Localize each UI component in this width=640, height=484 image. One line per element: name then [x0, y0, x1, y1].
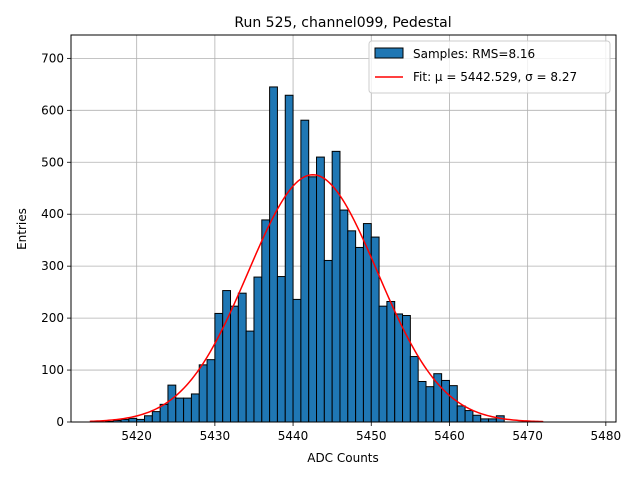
- y-axis-label: Entries: [15, 208, 29, 250]
- chart-title: Run 525, channel099, Pedestal: [234, 15, 451, 31]
- histogram-bar: [386, 300, 396, 423]
- histogram-bar: [222, 290, 232, 423]
- y-tick-label: 0: [56, 415, 64, 429]
- histogram-bar: [355, 246, 364, 423]
- x-axis-label: ADC Counts: [307, 451, 379, 465]
- x-tick-label: 5480: [591, 429, 622, 443]
- y-tick-label: 400: [41, 207, 64, 221]
- histogram-bar: [394, 313, 404, 423]
- histogram-bar: [230, 305, 239, 423]
- legend-box: [368, 40, 611, 94]
- histogram-bar: [441, 379, 450, 423]
- histogram-bar: [151, 411, 161, 423]
- y-tick-label: 300: [41, 259, 64, 273]
- histogram-bar: [464, 410, 474, 423]
- histogram-bar: [284, 94, 294, 423]
- legend-histogram-swatch: [374, 47, 404, 59]
- histogram-bar: [245, 330, 255, 423]
- y-tick-label: 500: [41, 155, 64, 169]
- histogram-bar: [378, 305, 388, 423]
- histogram-bar: [276, 276, 286, 423]
- histogram-bar: [128, 417, 138, 423]
- x-tick-label: 5420: [121, 429, 152, 443]
- histogram-bar: [316, 156, 325, 423]
- y-tick-label: 700: [41, 51, 64, 65]
- y-tick-label: 200: [41, 311, 64, 325]
- y-tick-label: 100: [41, 363, 64, 377]
- histogram-bar: [300, 119, 310, 423]
- histogram-bar: [198, 364, 208, 423]
- plot-frame: [70, 34, 617, 423]
- legend-fit-label: Fit: μ = 5442.529, σ = 8.27: [413, 70, 577, 84]
- histogram-bar: [409, 356, 419, 423]
- histogram-bar: [167, 384, 177, 423]
- x-tick-label: 5440: [278, 429, 309, 443]
- histogram-bar: [237, 292, 247, 423]
- histogram-bar: [472, 414, 482, 423]
- histogram-bar: [425, 386, 435, 423]
- histogram-bar: [159, 403, 169, 423]
- histogram-bar: [456, 405, 466, 423]
- fit-curve: [89, 173, 544, 423]
- histogram-bar: [417, 380, 427, 423]
- histogram-bar: [339, 209, 349, 423]
- x-tick-label: 5460: [434, 429, 465, 443]
- histogram-bar: [144, 415, 153, 423]
- histogram-bar: [190, 393, 200, 423]
- histogram-bar: [323, 259, 333, 423]
- histogram-bar: [308, 176, 318, 423]
- y-ticks: 0 100 200 300 400 500 600 700: [41, 51, 71, 429]
- legend: Samples: RMS=8.16 Fit: μ = 5442.529, σ =…: [368, 40, 611, 94]
- histogram-bar: [253, 276, 263, 423]
- histogram-bar: [331, 150, 341, 423]
- x-tick-label: 5430: [200, 429, 231, 443]
- x-ticks: 5420 5430 5440 5450 5460 5470 5480: [121, 422, 621, 443]
- histogram-bar: [261, 219, 271, 423]
- x-tick-label: 5450: [356, 429, 387, 443]
- histogram-bar: [183, 397, 192, 423]
- y-tick-label: 600: [41, 103, 64, 117]
- histogram-bar: [175, 397, 185, 423]
- legend-histogram-label: Samples: RMS=8.16: [413, 47, 535, 61]
- histogram-bar: [269, 86, 278, 423]
- histogram-bar: [292, 298, 302, 423]
- histogram-bar: [448, 385, 458, 423]
- histogram-bar: [347, 230, 357, 423]
- x-tick-label: 5470: [512, 429, 543, 443]
- histogram-bar: [206, 359, 216, 423]
